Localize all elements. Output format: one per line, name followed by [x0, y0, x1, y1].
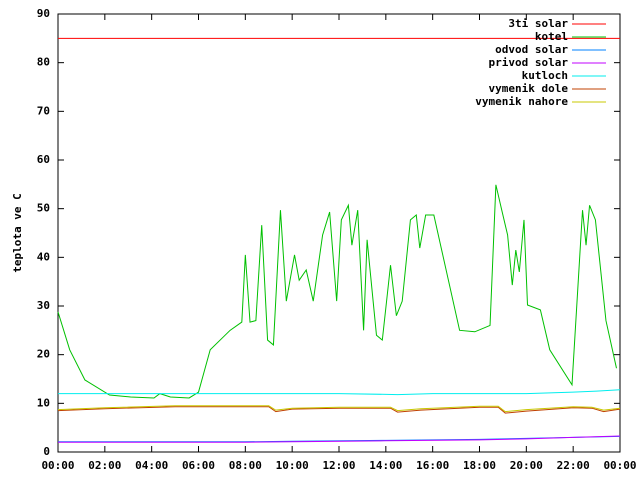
- x-tick-label: 04:00: [135, 459, 168, 472]
- series-line: [57, 184, 617, 399]
- x-tick-label: 12:00: [322, 459, 355, 472]
- legend-label: vymenik nahore: [475, 95, 568, 108]
- x-tick-label: 14:00: [369, 459, 402, 472]
- y-tick-label: 0: [43, 445, 50, 458]
- legend-label: 3ti solar: [508, 17, 568, 30]
- y-tick-label: 10: [37, 396, 50, 409]
- y-tick-label: 90: [37, 7, 50, 20]
- y-tick-label: 80: [37, 56, 50, 69]
- x-tick-label: 02:00: [88, 459, 121, 472]
- x-tick-label: 00:00: [41, 459, 74, 472]
- x-tick-label: 18:00: [463, 459, 496, 472]
- x-tick-label: 00:00: [603, 459, 636, 472]
- y-tick-label: 20: [37, 348, 50, 361]
- x-tick-label: 16:00: [416, 459, 449, 472]
- legend-label: kutloch: [522, 69, 568, 82]
- x-tick-label: 20:00: [510, 459, 543, 472]
- x-tick-label: 08:00: [229, 459, 262, 472]
- x-tick-label: 06:00: [182, 459, 215, 472]
- legend-label: odvod solar: [495, 43, 568, 56]
- series-line: [58, 389, 621, 396]
- y-tick-label: 30: [37, 299, 50, 312]
- legend-label: kotel: [535, 30, 568, 43]
- legend-label: privod solar: [489, 56, 569, 69]
- y-tick-label: 60: [37, 153, 50, 166]
- x-tick-label: 10:00: [276, 459, 309, 472]
- series-line: [57, 406, 621, 414]
- legend-label: vymenik dole: [489, 82, 569, 95]
- x-tick-label: 22:00: [557, 459, 590, 472]
- series-line: [57, 405, 621, 413]
- y-axis-label: teplota ve C: [11, 193, 24, 272]
- y-tick-label: 40: [37, 250, 50, 263]
- y-tick-label: 70: [37, 104, 50, 117]
- y-tick-label: 50: [37, 202, 50, 215]
- series-line: [58, 435, 621, 443]
